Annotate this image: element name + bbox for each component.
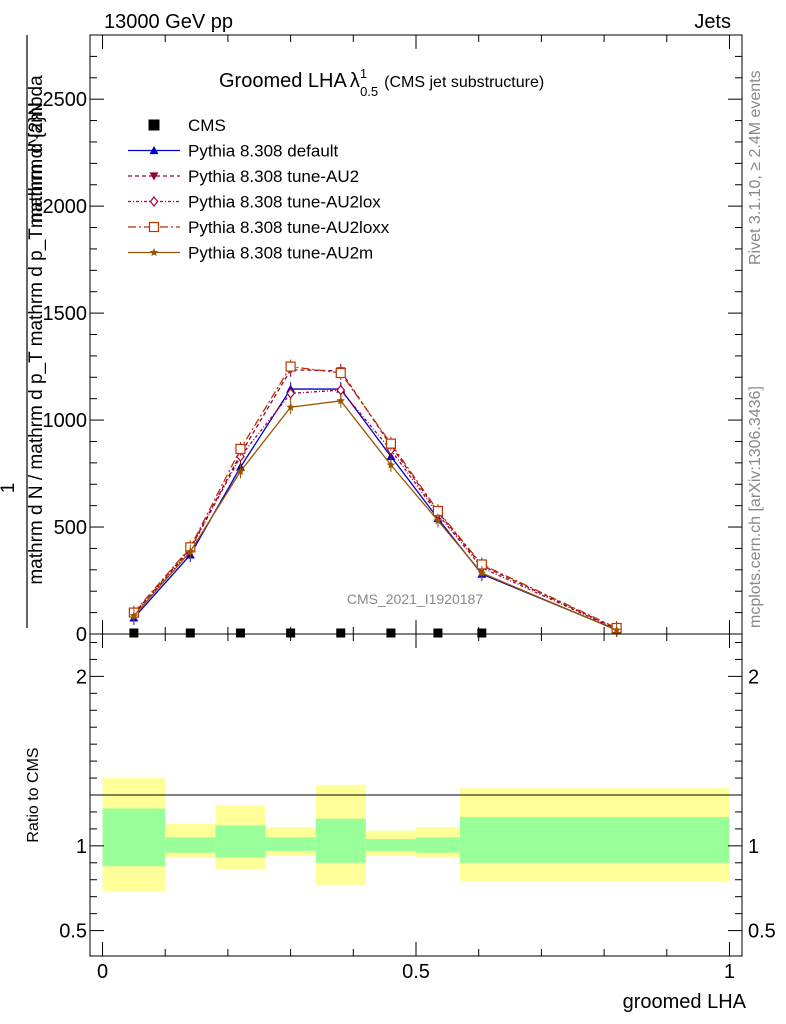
series-point [477, 568, 487, 577]
series-point [336, 396, 346, 405]
legend-label: CMS [188, 116, 226, 135]
cms-data-point [477, 628, 487, 638]
ratio-y-tick-label-right: 1 [748, 836, 759, 858]
ratio-y-tick-label: 0.5 [59, 921, 87, 943]
cms-data-point [386, 628, 396, 638]
y-tick-label: 500 [54, 517, 87, 539]
ratio-y-tick-label-right: 2 [748, 666, 759, 688]
legend-item-2: Pythia 8.308 tune-AU2 [128, 167, 359, 186]
legend: CMS Pythia 8.308 default Pythia 8.308 tune… [128, 116, 390, 263]
legend-label: Pythia 8.308 tune-AU2loxx [188, 218, 390, 237]
series-point [433, 516, 443, 525]
y-axis-numerator-d2n: mathrm d^{2}N [26, 102, 47, 228]
ratio-panel: 0.5 0.51 12 2 0 0.5 1 Ratio to CMS groomed LH… [25, 633, 776, 1013]
series-point [335, 367, 346, 379]
ratio-y-tick-label: 2 [76, 666, 87, 688]
x-tick-label: 1 [724, 961, 735, 983]
legend-label: Pythia 8.308 default [188, 142, 339, 161]
x-tick-label: 0.5 [402, 961, 430, 983]
y-axis-numerator-one: 1 [0, 483, 19, 494]
x-tick-label: 0 [97, 961, 108, 983]
ratio-y-axis-title: Ratio to CMS [25, 747, 42, 842]
header-right-label: Jets [694, 11, 731, 33]
legend-label: Pythia 8.308 tune-AU2lox [188, 193, 381, 212]
analysis-watermark: CMS_2021_I1920187 [347, 591, 483, 607]
cms-data [129, 628, 487, 638]
rivet-version-label: Rivet 3.1.10, ≥ 2.4M events [747, 70, 764, 265]
series-point [285, 361, 296, 372]
mcplots-label: mcplots.cern.ch [arXiv:1306.3436] [747, 386, 764, 628]
x-axis: 0 0.5 1 [97, 634, 735, 983]
y-tick-label: 1500 [43, 303, 88, 325]
ratio-band-inner [315, 818, 366, 863]
series-point [186, 547, 195, 556]
main-marks [128, 359, 622, 638]
legend-marker [149, 146, 159, 155]
y-axis-denominator: mathrm d N / mathrm d p_T mathrm d p_T m… [26, 75, 47, 585]
cms-data-point [235, 628, 245, 638]
ratio-band-inner [265, 837, 316, 851]
ratio-y-axis: 0.5 0.5 1 1 2 2 [59, 641, 776, 943]
main-panel: 0 500 1000 1500 2000 2500 Groomed LHA λ1 0.5(CM… [0, 34, 743, 646]
series-point [612, 625, 621, 634]
legend-item-5: Pythia 8.308 tune-AU2m [128, 244, 373, 263]
ratio-y-tick-label-right: 0.5 [748, 921, 776, 943]
legend-label: Pythia 8.308 tune-AU2m [188, 244, 373, 263]
cms-data-point [433, 628, 443, 638]
legend-marker [148, 119, 160, 131]
cms-data-point [129, 628, 139, 638]
ratio-y-tick-label: 1 [76, 836, 87, 858]
ratio-bands [102, 778, 730, 892]
legend-marker [149, 172, 159, 181]
legend-marker [148, 221, 160, 233]
series-point [286, 387, 295, 399]
ratio-band-inner [416, 837, 460, 853]
legend-item-cms: CMS [148, 116, 226, 135]
series-point [385, 438, 397, 449]
cms-data-point [185, 628, 195, 638]
legend-item-3: Pythia 8.308 tune-AU2lox [128, 193, 381, 212]
legend-item-4: Pythia 8.308 tune-AU2loxx [128, 218, 390, 237]
x-axis-title: groomed LHA [623, 991, 747, 1013]
series-line [133, 369, 617, 630]
header-left-label: 13000 GeV pp [104, 11, 233, 33]
series-point [235, 443, 246, 455]
cms-data-point [336, 628, 346, 638]
ratio-band-inner [165, 837, 216, 853]
ratio-band-inner [215, 825, 266, 858]
y-tick-label: 2000 [43, 196, 88, 218]
ratio-band-inner [365, 839, 416, 851]
main-y-axis: 0 500 1000 1500 2000 2500 [43, 55, 742, 646]
series-point [286, 402, 295, 411]
y-tick-label: 0 [76, 624, 87, 646]
series-line [133, 365, 617, 629]
chart-title: Groomed LHA λ1 0.5(CMS jet substructure) [219, 66, 544, 99]
series-point [236, 466, 245, 476]
series-5 [129, 393, 621, 638]
legend-item-1: Pythia 8.308 default [128, 142, 339, 161]
ratio-band-inner [459, 817, 730, 863]
legend-marker [149, 248, 159, 257]
y-tick-label: 1000 [43, 410, 88, 432]
main-y-axis-title: 1 mathrm d^{2}N mathrm d N / mathrm d p_… [0, 35, 47, 628]
y-tick-label: 2500 [43, 89, 88, 111]
series-point [129, 611, 139, 620]
series-point [386, 460, 396, 469]
series-point [236, 450, 245, 462]
legend-marker [149, 196, 159, 207]
main-x-ticks [102, 35, 730, 634]
ratio-band-inner [102, 808, 166, 867]
legend-label: Pythia 8.308 tune-AU2 [188, 167, 359, 186]
